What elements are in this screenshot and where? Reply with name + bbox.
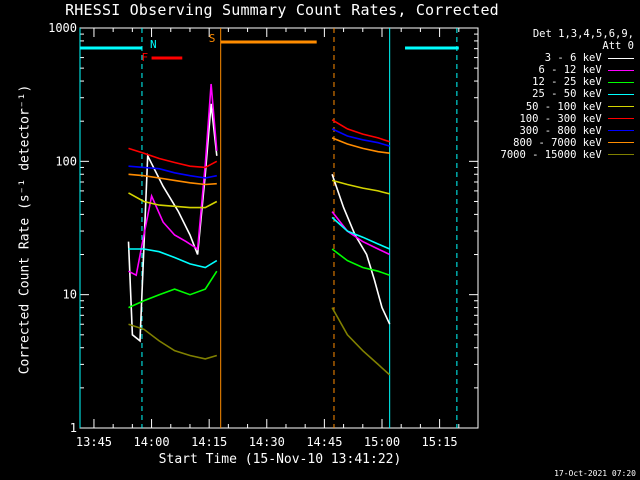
series-line bbox=[128, 323, 218, 360]
x-tick-label: 14:00 bbox=[133, 435, 169, 449]
legend-swatch bbox=[608, 142, 634, 144]
series-line bbox=[128, 192, 218, 209]
y-tick-label: 1 bbox=[70, 421, 77, 435]
legend-header-attenuator: Att 0 bbox=[602, 40, 634, 53]
legend-header-detectors: Det 1,3,4,5,6,9, bbox=[532, 28, 634, 40]
legend-swatch bbox=[608, 118, 634, 120]
legend-swatch bbox=[608, 69, 634, 71]
legend-entry-label: 6 - 12 keV bbox=[538, 64, 608, 77]
series-line bbox=[331, 174, 391, 325]
legend-entry: 50 - 100 keV bbox=[501, 101, 634, 113]
legend-entry-label: 3 - 6 keV bbox=[544, 52, 608, 65]
x-tick-label: 14:15 bbox=[191, 435, 227, 449]
legend-swatch bbox=[608, 130, 634, 132]
x-axis-label: Start Time (15-Nov-10 13:41:22) bbox=[158, 452, 402, 467]
series-line bbox=[331, 119, 390, 143]
series-line bbox=[127, 103, 218, 343]
series-line bbox=[331, 179, 390, 195]
legend-entry-label: 300 - 800 keV bbox=[519, 124, 608, 137]
legend-entry-label: 12 - 25 keV bbox=[532, 76, 608, 89]
series-line bbox=[331, 307, 391, 376]
series-line bbox=[331, 137, 390, 154]
legend-entry: 300 - 800 keV bbox=[501, 125, 634, 137]
series-line bbox=[331, 248, 390, 276]
legend-entry: 6 - 12 keV bbox=[501, 64, 634, 76]
legend-swatch bbox=[608, 106, 634, 108]
x-tick-label: 15:15 bbox=[422, 435, 458, 449]
y-tick-label: 100 bbox=[55, 154, 77, 168]
flag-label-s: S bbox=[209, 32, 216, 45]
chart-legend: Det 1,3,4,5,6,9, Att 0 3 - 6 keV 6 - 12 … bbox=[501, 28, 634, 161]
generation-timestamp: 17-Oct-2021 07:20 bbox=[554, 469, 636, 478]
flag-label-f: F bbox=[142, 51, 149, 64]
chart-title: RHESSI Observing Summary Count Rates, Co… bbox=[65, 1, 499, 19]
legend-swatch bbox=[608, 154, 634, 156]
legend-swatch bbox=[608, 93, 634, 95]
x-tick-label: 14:30 bbox=[249, 435, 285, 449]
legend-entry-label: 7000 - 15000 keV bbox=[500, 148, 608, 161]
x-tick-label: 15:00 bbox=[364, 435, 400, 449]
y-tick-label: 1000 bbox=[48, 21, 77, 35]
series-line bbox=[128, 147, 218, 169]
legend-entry-label: 800 - 7000 keV bbox=[513, 136, 608, 149]
y-tick-label: 10 bbox=[63, 288, 77, 302]
legend-entry: 800 - 7000 keV bbox=[501, 137, 634, 149]
series-line bbox=[128, 165, 217, 179]
legend-entry: 100 - 300 keV bbox=[501, 113, 634, 125]
legend-entry: 12 - 25 keV bbox=[501, 76, 634, 88]
series-line bbox=[331, 216, 391, 250]
legend-swatch bbox=[608, 57, 634, 59]
legend-entry: 3 - 6 keV bbox=[501, 52, 634, 64]
series-line bbox=[128, 173, 217, 186]
flag-label-n: N bbox=[150, 38, 157, 51]
legend-entry-label: 100 - 300 keV bbox=[519, 112, 608, 125]
y-axis-label: Corrected Count Rate (s⁻¹ detector⁻¹) bbox=[17, 84, 33, 375]
legend-entry-label: 50 - 100 keV bbox=[525, 100, 608, 113]
legend-swatch bbox=[608, 81, 634, 83]
series-line bbox=[331, 211, 391, 256]
legend-entry: 7000 - 15000 keV bbox=[501, 149, 634, 161]
series-line bbox=[128, 270, 218, 309]
series-line bbox=[331, 128, 390, 147]
plot-frame bbox=[79, 27, 479, 429]
series-line bbox=[128, 248, 218, 269]
x-tick-label: 14:45 bbox=[306, 435, 342, 449]
legend-entry: 25 - 50 keV bbox=[501, 88, 634, 100]
x-tick-label: 13:45 bbox=[76, 435, 112, 449]
legend-entry-label: 25 - 50 keV bbox=[532, 88, 608, 101]
